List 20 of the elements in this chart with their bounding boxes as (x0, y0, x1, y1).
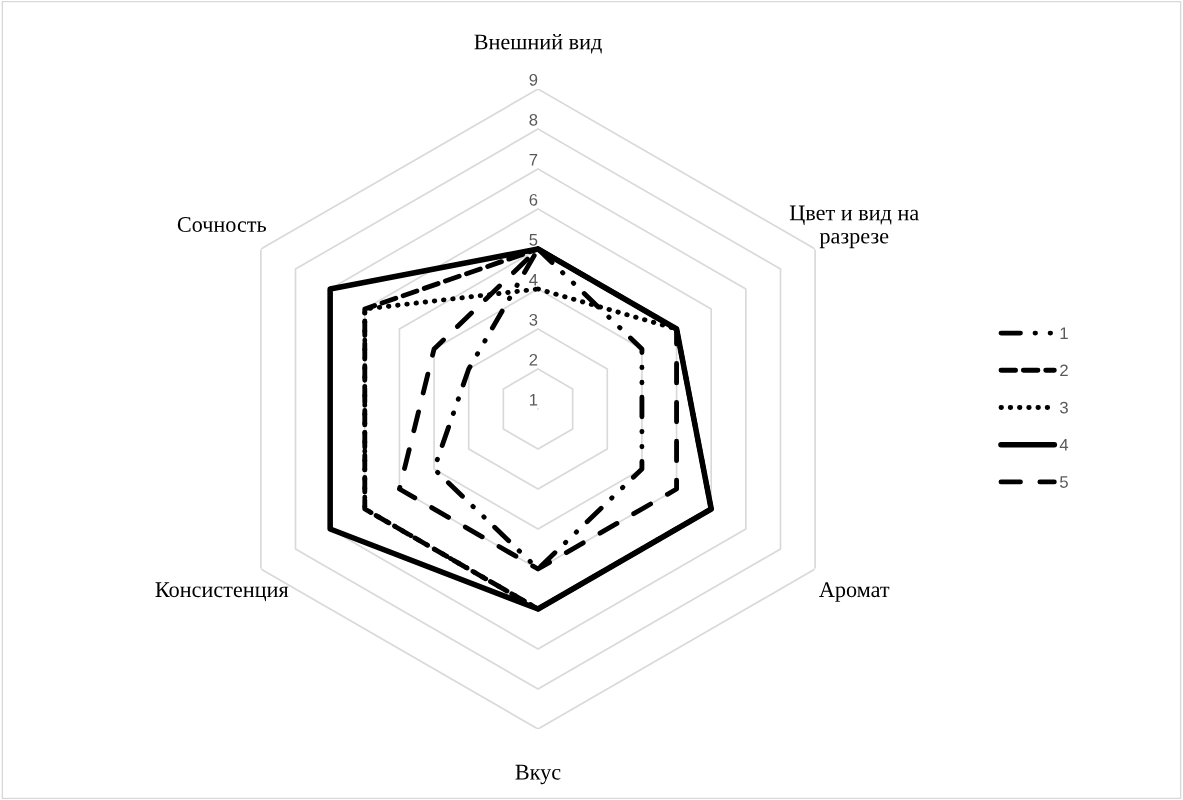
y-tick-label: 5 (529, 234, 538, 246)
spoke-label: Аромат (819, 582, 890, 602)
spoke-label: Вкус (515, 764, 561, 785)
y-tick-label: 3 (529, 313, 538, 326)
y-tick-label: 7 (529, 154, 538, 166)
legend-label: 2 (1060, 364, 1068, 377)
y-tick-label: 9 (529, 73, 538, 86)
spoke-label: Внешний вид (474, 33, 602, 54)
legend-label: 3 (1059, 401, 1068, 414)
y-tick-label: 4 (529, 274, 538, 286)
y-tick-label: 8 (529, 113, 538, 126)
legend-label: 1 (1060, 327, 1068, 339)
legend-label: 5 (1060, 476, 1068, 488)
y-tick-label: 2 (529, 353, 538, 366)
legend-label: 4 (1059, 439, 1069, 451)
spoke-label: Сочность (177, 217, 266, 232)
y-tick-label: 6 (529, 193, 538, 206)
y-tick-label: 1 (530, 394, 538, 406)
spoke-label: Консистенция (155, 582, 289, 602)
spoke-label: Цвет и вид на разрезе (789, 205, 919, 249)
